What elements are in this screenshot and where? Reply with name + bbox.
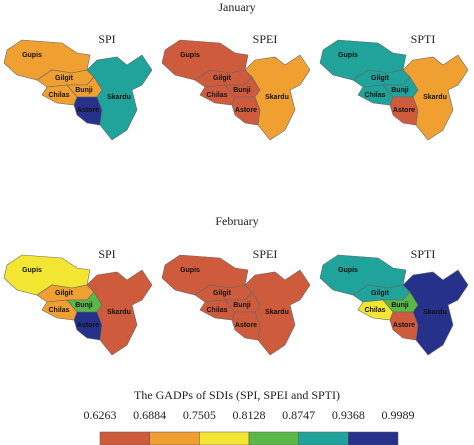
region-label: Bunji [233, 302, 251, 309]
region-label: Gupis [22, 52, 42, 59]
legend-swatch [348, 431, 399, 445]
legend-swatch [298, 431, 349, 445]
region-label: Gilgit [55, 290, 74, 297]
region-label: Gilgit [371, 75, 390, 82]
legend-tick-label: 0.6884 [133, 408, 166, 422]
month-title: January [218, 0, 255, 14]
region [244, 54, 311, 141]
region-label: Astore [393, 107, 415, 114]
region-label: Skardu [265, 309, 289, 316]
region-label: Astore [393, 322, 415, 329]
region [86, 269, 153, 356]
legend-tick-label: 0.9989 [382, 408, 415, 422]
legend-swatch [99, 431, 150, 445]
region-label: Bunji [233, 87, 251, 94]
region [402, 269, 469, 356]
region-label: Skardu [107, 94, 131, 101]
panel-title: SPEI [253, 32, 278, 46]
region [402, 54, 469, 141]
region-label: Gilgit [371, 290, 390, 297]
region-label: Chilas [364, 307, 385, 314]
region-label: Gupis [22, 267, 42, 274]
region [244, 269, 311, 356]
region-label: Skardu [265, 94, 289, 101]
region-label: Bunji [75, 302, 93, 309]
region-label: Gilgit [55, 75, 74, 82]
legend-swatch [248, 431, 299, 445]
panel-title: SPTI [411, 247, 436, 261]
region [86, 54, 153, 141]
region-label: Chilas [364, 92, 385, 99]
region-label: Chilas [48, 92, 69, 99]
region-label: Chilas [48, 307, 69, 314]
region-label: Chilas [206, 307, 227, 314]
panel-title: SPEI [253, 247, 278, 261]
region-label: Astore [77, 107, 99, 114]
legend-swatch [149, 431, 200, 445]
region-label: Gilgit [213, 75, 232, 82]
region-label: Skardu [423, 94, 447, 101]
region-label: Chilas [206, 92, 227, 99]
legend-swatch [199, 431, 250, 445]
region-label: Skardu [107, 309, 131, 316]
region-label: Astore [235, 322, 257, 329]
region-label: Bunji [75, 87, 93, 94]
panel-title: SPI [98, 32, 115, 46]
panel-title: SPTI [411, 32, 436, 46]
region-label: Astore [235, 107, 257, 114]
region-label: Skardu [423, 309, 447, 316]
legend-tick-label: 0.6263 [84, 408, 117, 422]
region-label: Gupis [338, 267, 358, 274]
region-label: Bunji [391, 302, 409, 309]
panel-title: SPI [98, 247, 115, 261]
region-label: Gupis [180, 52, 200, 59]
region-label: Gupis [338, 52, 358, 59]
legend-title: The GADPs of SDIs (SPI, SPEI and SPTI) [134, 388, 340, 402]
region-label: Gupis [180, 267, 200, 274]
region-label: Gilgit [213, 290, 232, 297]
region-label: Astore [77, 322, 99, 329]
month-title: February [215, 214, 258, 228]
legend-tick-label: 0.8747 [282, 408, 315, 422]
region-label: Bunji [391, 87, 409, 94]
legend-tick-label: 0.7505 [183, 408, 216, 422]
legend-tick-label: 0.8128 [233, 408, 266, 422]
legend-tick-label: 0.9368 [332, 408, 365, 422]
